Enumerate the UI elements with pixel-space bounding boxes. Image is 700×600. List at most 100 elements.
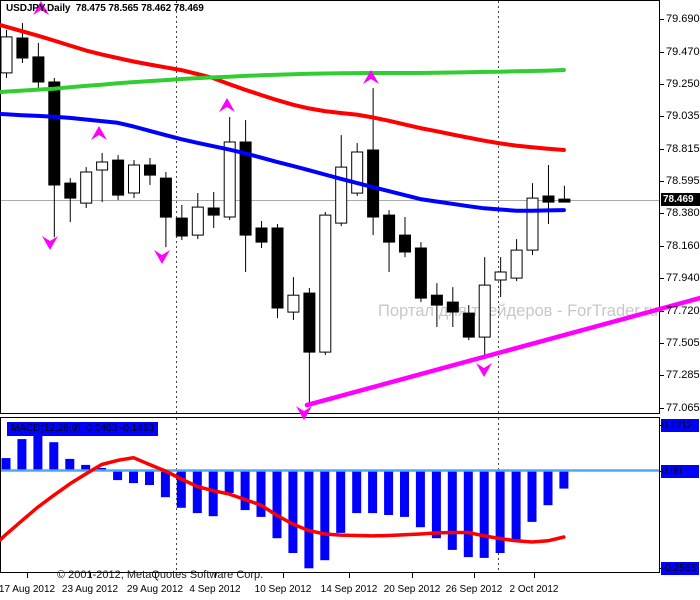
ma-mid-blue-line	[0, 112, 566, 213]
price-axis-label: 77.940	[666, 272, 700, 285]
macd-bar	[543, 471, 553, 506]
candle-body-bull	[526, 197, 539, 251]
candle-body-bear	[207, 207, 220, 216]
macd-axis-label: -0.2565	[661, 561, 699, 575]
macd-bar	[160, 471, 170, 498]
macd-bar	[224, 471, 234, 493]
macd-bar	[479, 471, 489, 558]
candle-body-bear	[255, 227, 268, 243]
candle-body-bear	[16, 37, 29, 59]
price-axis-label: 79.690	[666, 13, 700, 25]
macd-bar	[208, 471, 218, 517]
macd-bar	[176, 471, 186, 508]
ma-slow-green-line	[0, 68, 566, 95]
macd-bar	[17, 439, 27, 471]
macd-bar	[49, 442, 59, 471]
time-axis-label: 23 Aug 2012	[61, 584, 119, 595]
macd-bar	[65, 458, 75, 471]
candle-body-bull	[510, 249, 523, 279]
candles	[0, 23, 571, 404]
current-price-badge: 78.469	[661, 193, 700, 207]
macd-axis-label: 0.00	[661, 464, 699, 478]
time-axis-label: 14 Sep 2012	[320, 584, 378, 595]
macd-bar	[129, 471, 138, 484]
trendline[interactable]	[304, 295, 700, 408]
price-axis-label: 78.380	[666, 207, 700, 220]
macd-bar	[304, 471, 314, 569]
candle-body-bear	[430, 294, 443, 306]
macd-bar	[1, 458, 11, 471]
macd-bar	[463, 471, 473, 558]
candle-body-bull	[0, 36, 13, 74]
candle-body-bear	[48, 81, 61, 186]
candle-body-bear	[414, 247, 427, 299]
candle-body-bull	[351, 151, 364, 194]
macd-bar	[192, 471, 202, 514]
fractal-down-arrow-icon	[296, 406, 312, 421]
candle-body-bear	[112, 159, 125, 196]
price-axis-label: 78.815	[666, 142, 700, 155]
candle-body-bear	[542, 195, 555, 203]
time-axis-label: 4 Sep 2012	[189, 584, 241, 595]
macd-bar	[431, 471, 441, 539]
candle-body-bear	[367, 149, 380, 218]
ma-fast-red-line	[0, 22, 566, 152]
price-axis-label: 79.035	[666, 110, 700, 123]
candle-body-bear	[462, 312, 475, 338]
macd-bar	[113, 471, 123, 481]
macd-bar	[272, 471, 282, 539]
macd-bar	[495, 471, 505, 553]
price-axis-label: 78.595	[666, 175, 700, 188]
price-axis-label: 77.720	[666, 305, 700, 317]
macd-panel[interactable]	[0, 417, 660, 573]
macd-bar	[288, 471, 298, 553]
price-axis-label: 77.065	[666, 402, 700, 415]
price-axis-label: 77.505	[666, 336, 700, 349]
candle-body-bear	[446, 301, 459, 313]
macd-bar	[368, 471, 378, 514]
candle-body-bull	[287, 294, 300, 313]
candle-body-bear	[32, 56, 45, 83]
candle-body-bear	[64, 182, 77, 199]
macd-bar	[527, 471, 537, 522]
price-axis-label: 77.285	[666, 369, 700, 382]
time-axis-label: 26 Sep 2012	[445, 584, 503, 595]
candle-body-bear	[144, 164, 156, 176]
candle-body-bull	[128, 164, 140, 194]
macd-bar	[145, 471, 154, 485]
copyright-text: © 2001-2012, MetaQuotes Software Corp.	[57, 569, 264, 581]
price-axis-label: 79.470	[666, 45, 700, 58]
macd-bar	[447, 471, 457, 550]
macd-bar	[33, 425, 43, 471]
candle-body-bear	[558, 198, 571, 203]
candle-body-bull	[478, 284, 491, 338]
macd-bar	[240, 471, 250, 511]
candle-body-bear	[175, 217, 188, 237]
macd-bar	[320, 471, 330, 561]
macd-bar	[400, 471, 409, 517]
time-axis-label: 10 Sep 2012	[254, 584, 312, 595]
candle-body-bull	[494, 271, 507, 281]
candle-body-bull	[335, 166, 348, 224]
fractal-up-arrow-icon	[363, 69, 379, 84]
price-axis-label: 78.160	[666, 239, 700, 252]
macd-bar	[511, 471, 521, 542]
macd-bar	[384, 471, 394, 515]
macd-signal-line	[0, 455, 566, 544]
chart-title: USDJPY,Daily 78.475 78.565 78.462 78.469	[6, 3, 204, 14]
candle-body-bull	[319, 214, 332, 353]
fractal-up-arrow-icon	[219, 97, 235, 112]
macd-bar	[415, 471, 425, 528]
fractal-down-arrow-icon	[476, 363, 492, 378]
macd-bar	[256, 471, 266, 517]
fractal-arrows	[33, 1, 492, 421]
fractal-down-arrow-icon	[42, 235, 58, 250]
watermark-text: Портал для трейдеров - ForTrader.ru	[378, 302, 658, 320]
time-axis-label: 20 Sep 2012	[383, 584, 441, 595]
candle-body-bull	[96, 161, 109, 171]
macd-indicator-label: MACD(12,26,9) -0.0463 -0.1493	[7, 422, 158, 436]
time-axis-label: 29 Aug 2012	[126, 584, 184, 595]
fractal-up-arrow-icon	[91, 125, 107, 140]
